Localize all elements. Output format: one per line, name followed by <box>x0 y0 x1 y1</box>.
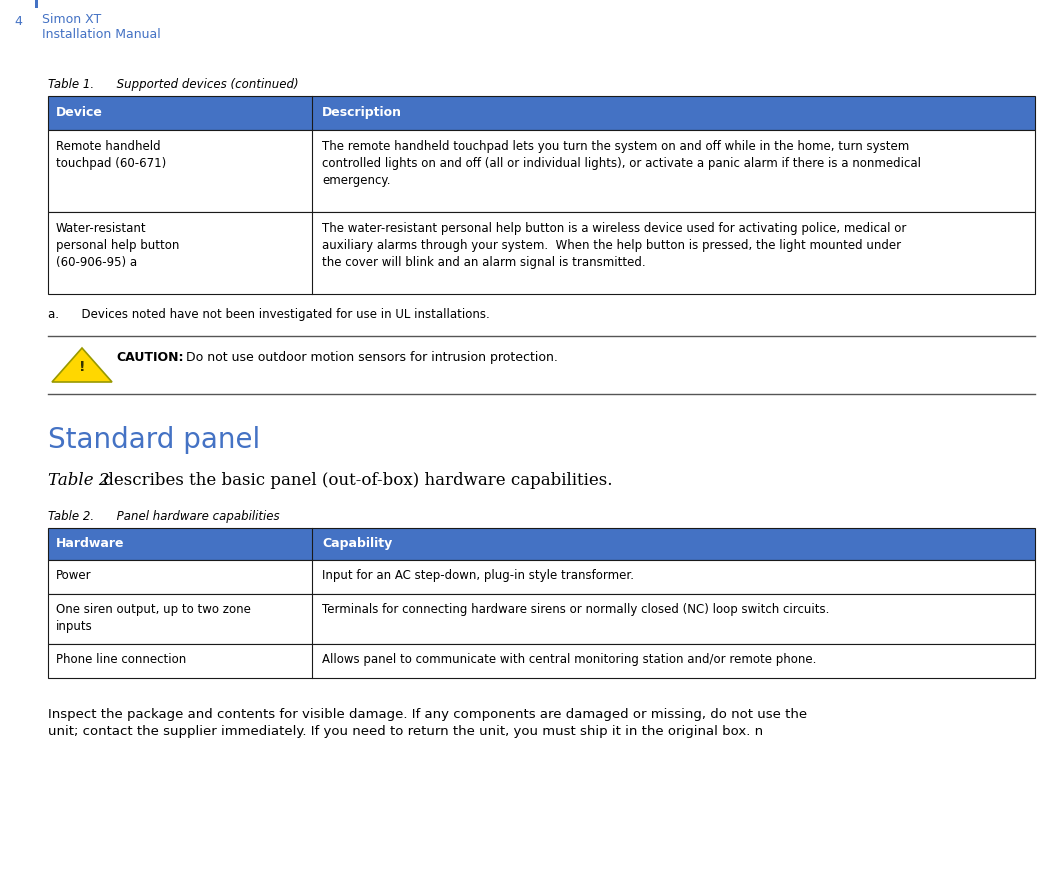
Bar <box>48 96 1035 130</box>
Text: The water-resistant personal help button is a wireless device used for activatin: The water-resistant personal help button… <box>322 222 906 269</box>
Text: Remote handheld
touchpad (60-671): Remote handheld touchpad (60-671) <box>56 140 167 170</box>
Bar <box>48 528 1035 560</box>
Bar <box>48 644 1035 678</box>
Text: Standard panel: Standard panel <box>48 426 260 454</box>
Text: Phone line connection: Phone line connection <box>56 653 186 666</box>
Text: Hardware: Hardware <box>56 537 124 550</box>
Text: Inspect the package and contents for visible damage. If any components are damag: Inspect the package and contents for vis… <box>48 708 807 738</box>
Text: Table 1.      Supported devices (continued): Table 1. Supported devices (continued) <box>48 78 298 91</box>
Bar <box>48 130 1035 212</box>
Text: The remote handheld touchpad lets you turn the system on and off while in the ho: The remote handheld touchpad lets you tu… <box>322 140 921 187</box>
Bar <box>48 594 1035 644</box>
Text: 4: 4 <box>14 15 22 28</box>
Text: Table 2: Table 2 <box>48 472 109 489</box>
Text: Terminals for connecting hardware sirens or normally closed (NC) loop switch cir: Terminals for connecting hardware sirens… <box>322 603 829 616</box>
Bar <box>48 560 1035 594</box>
Text: a.      Devices noted have not been investigated for use in UL installations.: a. Devices noted have not been investiga… <box>48 308 490 321</box>
Text: Installation Manual: Installation Manual <box>42 28 160 41</box>
Text: describes the basic panel (out-of-box) hardware capabilities.: describes the basic panel (out-of-box) h… <box>98 472 613 489</box>
Text: Water-resistant
personal help button
(60-906-95) a: Water-resistant personal help button (60… <box>56 222 179 269</box>
Bar <box>48 212 1035 294</box>
Text: Allows panel to communicate with central monitoring station and/or remote phone.: Allows panel to communicate with central… <box>322 653 817 666</box>
Polygon shape <box>52 348 112 382</box>
Text: Simon XT: Simon XT <box>42 13 101 26</box>
Text: !: ! <box>79 359 85 374</box>
Text: Power: Power <box>56 569 91 582</box>
Text: Input for an AC step-down, plug-in style transformer.: Input for an AC step-down, plug-in style… <box>322 569 634 582</box>
Text: Capability: Capability <box>322 537 392 550</box>
Text: One siren output, up to two zone
inputs: One siren output, up to two zone inputs <box>56 603 251 633</box>
Text: Description: Description <box>322 106 402 119</box>
Bar <box>35 0 38 8</box>
Text: Device: Device <box>56 106 103 119</box>
Text: Do not use outdoor motion sensors for intrusion protection.: Do not use outdoor motion sensors for in… <box>178 351 558 364</box>
Text: Table 2.      Panel hardware capabilities: Table 2. Panel hardware capabilities <box>48 510 279 523</box>
Text: CAUTION:: CAUTION: <box>116 351 184 364</box>
